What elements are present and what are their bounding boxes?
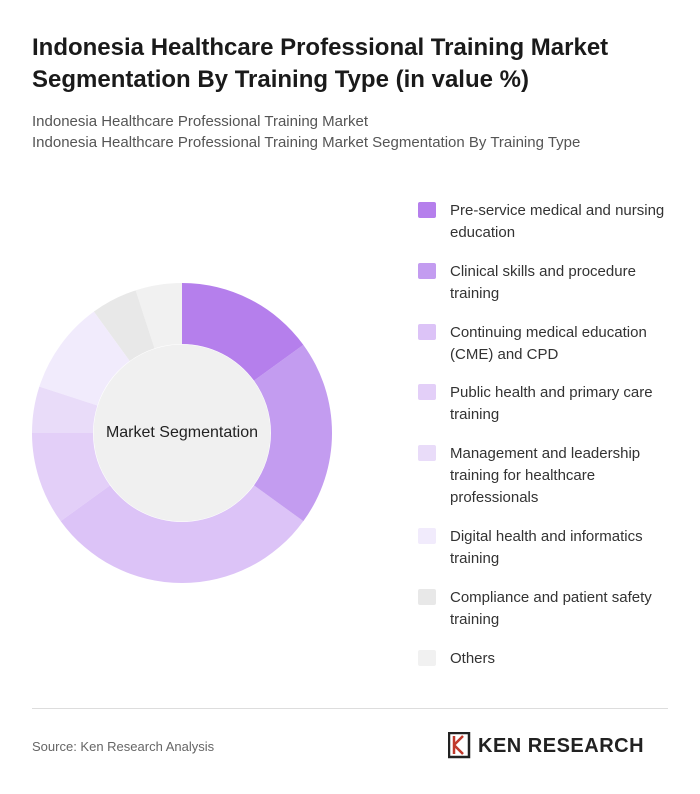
legend-label: Management and leadership training for h… [450,445,641,506]
logo-icon [448,732,471,759]
legend-label: Digital health and informatics training [450,528,643,567]
source: Source: Ken Research Analysis [32,739,215,754]
donut-slice [32,433,110,522]
donut-hole [93,344,271,522]
divider [32,708,668,709]
donut-slice [135,283,182,349]
donut-slice [182,283,304,381]
subtitle: Indonesia Healthcare Professional Traini… [32,134,581,151]
legend-swatch [418,528,436,544]
legend-label: Continuing medical education (CME) and C… [450,324,647,363]
legend-swatch [418,324,436,340]
legend-swatch [418,650,436,666]
chart-title: Indonesia Healthcare Professional Traini… [32,34,609,93]
donut-slice [93,290,155,361]
center-label: Market Segmentation [106,424,258,441]
legend-label: Clinical skills and procedure training [450,263,636,302]
legend-label: Others [450,650,496,667]
legend-label: Public health and primary care training [450,384,653,423]
donut-slice [39,311,130,406]
legend-label: Compliance and patient safety training [450,589,652,628]
legend-swatch [418,589,436,605]
legend-label: Pre-service medical and nursing educatio… [450,202,665,241]
logo-text: KEN RESEARCH [478,735,645,757]
donut-slice [254,344,332,522]
donut-slice [32,386,98,433]
subtitle: Indonesia Healthcare Professional Traini… [32,113,369,130]
legend-swatch [418,384,436,400]
legend-swatch [418,445,436,461]
chart: Market Segmentation [32,283,332,583]
donut-slice [60,485,304,583]
legend-swatch [418,202,436,218]
legend-swatch [418,263,436,279]
